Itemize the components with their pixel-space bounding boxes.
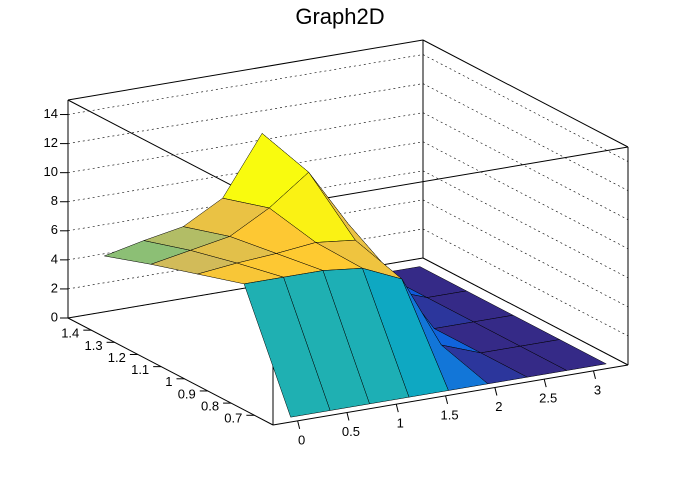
surface-cell (243, 276, 331, 418)
box-edge (272, 364, 629, 426)
y-tick-label: 1.4 (61, 326, 79, 341)
z-tick-label: 2 (51, 280, 58, 295)
x-tick (297, 420, 301, 429)
grid-line (67, 170, 629, 279)
x-tick-label: 1 (397, 416, 404, 431)
y-tick-label: 1.1 (131, 362, 149, 377)
z-tick-label: 0 (51, 309, 58, 324)
x-tick-label: 2 (495, 399, 502, 414)
x-tick-label: 0.5 (342, 424, 360, 439)
grid-line (67, 112, 629, 220)
x-tick-label: 3 (594, 382, 601, 397)
y-tick-label: 0.9 (178, 386, 196, 401)
box-edge (422, 39, 629, 148)
grid-line (67, 83, 629, 191)
y-tick-label: 1.2 (108, 350, 126, 365)
x-tick (346, 412, 350, 421)
x-tick (593, 370, 596, 379)
x-tick (543, 379, 547, 388)
z-tick-label: 6 (51, 222, 58, 237)
y-tick-label: 1.3 (85, 338, 103, 353)
z-tick-label: 12 (44, 135, 58, 150)
z-tick-label: 8 (51, 193, 58, 208)
chart-title: Graph2D (295, 4, 384, 29)
x-tick-label: 0 (298, 432, 305, 447)
box-edge (272, 146, 629, 208)
x-tick (395, 404, 399, 413)
box-edge (67, 39, 424, 101)
box-edge (67, 317, 274, 426)
grid-line (67, 257, 629, 366)
grid-line (67, 141, 629, 249)
z-tick-label: 14 (44, 106, 58, 121)
x-tick-label: 2.5 (539, 391, 557, 406)
grid-line (67, 54, 629, 162)
y-tick-label: 0.7 (224, 411, 242, 426)
y-tick-label: 1 (165, 374, 172, 389)
y-tick-label: 0.8 (201, 399, 219, 414)
x-tick-label: 1.5 (441, 407, 459, 422)
x-tick (445, 395, 449, 404)
x-tick (494, 387, 498, 396)
z-tick-label: 10 (44, 164, 58, 179)
z-tick-label: 4 (51, 251, 58, 266)
